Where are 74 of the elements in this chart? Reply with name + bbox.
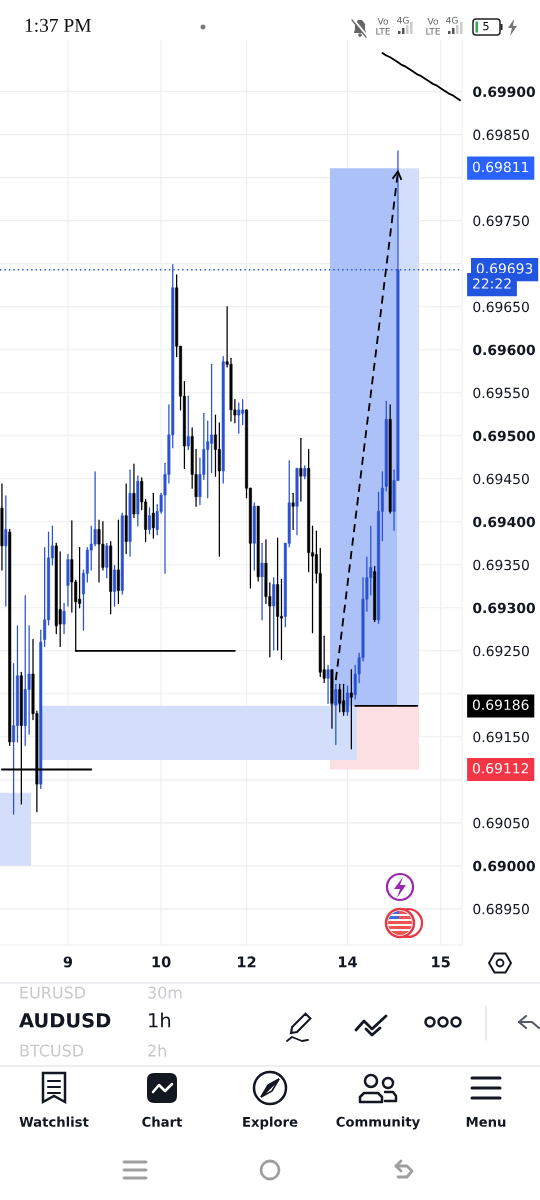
- y-tick-label: 0.69000: [473, 860, 536, 872]
- text: 4G: [397, 16, 409, 24]
- y-tick-label: 0.69450: [473, 473, 529, 485]
- text: Watchlist: [19, 1116, 89, 1127]
- candlestick: [147, 507, 151, 535]
- line-series: [381, 51, 461, 102]
- y-tick-label: 0.69050: [473, 817, 529, 829]
- y-tick-label: 0.69350: [473, 559, 529, 571]
- candlestick: [260, 542, 264, 621]
- text: EURUSD: [20, 986, 86, 999]
- candlestick: [342, 683, 346, 716]
- text: Menu: [466, 1117, 506, 1127]
- text: 22:22: [473, 278, 511, 289]
- y-tick-label: 0.69400: [473, 516, 536, 528]
- text: 2h: [148, 1044, 166, 1057]
- text: LTE: [376, 27, 390, 35]
- candlestick: [241, 398, 245, 426]
- text: 30m: [148, 986, 182, 999]
- candlestick: [299, 437, 303, 502]
- text: LTE: [426, 27, 440, 35]
- text: 4G: [446, 16, 458, 24]
- text: Vo: [427, 17, 439, 25]
- candlestick: [62, 602, 66, 635]
- candlestick: [186, 395, 190, 451]
- text: Vo: [377, 17, 389, 25]
- text: AUDUSD: [19, 1012, 111, 1028]
- candlestick: [326, 664, 330, 704]
- x-tick-label: 9: [63, 956, 73, 968]
- candlestick: [334, 683, 338, 746]
- candlestick: [78, 546, 82, 609]
- x-tick-label: 14: [338, 956, 357, 968]
- candlestick: [279, 578, 283, 661]
- text: BTCUSD: [20, 1044, 84, 1057]
- text: 0.69186: [472, 699, 529, 711]
- candlestick: [210, 363, 214, 474]
- text: Explore: [243, 1116, 298, 1130]
- y-tick-label: 0.68950: [473, 903, 529, 915]
- text: 1:37 PM: [25, 18, 91, 32]
- candlestick: [213, 414, 217, 477]
- candlestick: [12, 663, 16, 815]
- y-tick-label: 0.69150: [473, 731, 529, 743]
- candlestick: [113, 564, 117, 607]
- y-tick-label: 0.69300: [473, 602, 536, 614]
- candlestick: [338, 683, 342, 713]
- candlestick: [4, 495, 8, 607]
- candlestick: [237, 402, 241, 434]
- y-tick-label: 0.69850: [473, 129, 529, 141]
- candlestick: [97, 519, 101, 583]
- y-tick-label: 0.69900: [473, 86, 536, 98]
- y-tick-label: 0.69650: [473, 301, 529, 313]
- candlestick: [272, 577, 276, 651]
- candlestick: [349, 669, 353, 750]
- x-tick-label: 15: [432, 956, 450, 968]
- text: Community: [336, 1116, 420, 1130]
- text: Chart: [142, 1116, 183, 1127]
- text: 0.69811: [472, 161, 529, 173]
- y-tick-label: 0.69250: [473, 645, 529, 657]
- candlestick: [105, 542, 109, 579]
- y-tick-label: 0.69600: [473, 344, 536, 356]
- candlestick: [151, 492, 155, 539]
- y-tick-label: 0.69500: [473, 430, 536, 442]
- candlestick: [15, 625, 19, 743]
- candlestick: [132, 463, 136, 519]
- candlestick: [345, 685, 349, 716]
- candlestick: [291, 492, 295, 531]
- text: 0.69112: [472, 763, 529, 774]
- candlestick: [377, 491, 381, 624]
- y-tick-label: 0.69750: [473, 215, 529, 227]
- candlestick: [116, 519, 120, 605]
- text: 5: [483, 21, 489, 31]
- text: 1h: [149, 1012, 171, 1028]
- x-tick-label: 10: [152, 956, 171, 968]
- y-tick-label: 0.69550: [473, 387, 529, 399]
- x-tick-label: 12: [238, 956, 256, 968]
